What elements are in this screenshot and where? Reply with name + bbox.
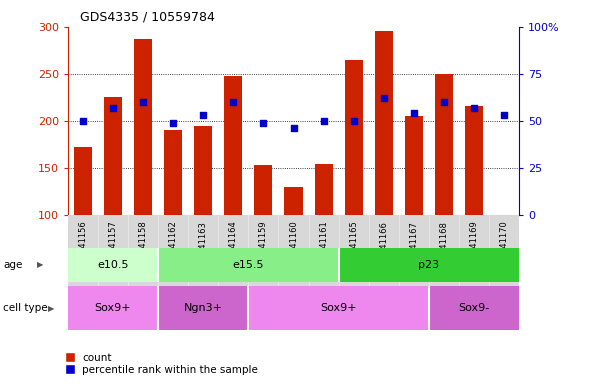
Bar [405, 116, 423, 215]
Bar [224, 76, 242, 215]
Bar [68, 248, 158, 282]
Text: GSM841159: GSM841159 [259, 221, 268, 271]
Bar [465, 106, 483, 215]
Text: e10.5: e10.5 [97, 260, 129, 270]
Bar [284, 187, 303, 215]
Point [319, 118, 328, 124]
Point [258, 120, 268, 126]
Text: p23: p23 [418, 260, 440, 270]
Point [439, 99, 449, 105]
Text: Ngn3+: Ngn3+ [183, 303, 223, 313]
Text: GSM841169: GSM841169 [470, 221, 478, 271]
Point [409, 110, 419, 116]
Text: GSM841157: GSM841157 [109, 221, 117, 271]
Text: GSM841158: GSM841158 [139, 221, 148, 271]
Bar [74, 147, 92, 215]
Point [379, 95, 388, 101]
Text: GSM841167: GSM841167 [409, 221, 418, 271]
Text: e15.5: e15.5 [232, 260, 264, 270]
Point [289, 126, 298, 132]
Text: GSM841166: GSM841166 [379, 221, 388, 271]
Text: GSM841162: GSM841162 [169, 221, 178, 271]
Bar [314, 164, 333, 215]
Text: GSM841161: GSM841161 [319, 221, 328, 271]
Point [499, 112, 509, 118]
Bar [158, 286, 248, 330]
Bar [345, 60, 363, 215]
Text: ▶: ▶ [48, 304, 55, 313]
Text: Sox9-: Sox9- [458, 303, 490, 313]
Bar [429, 286, 519, 330]
Point [470, 105, 479, 111]
Text: GSM841168: GSM841168 [440, 221, 448, 271]
Bar [248, 286, 429, 330]
Legend: count, percentile rank within the sample: count, percentile rank within the sample [61, 348, 262, 379]
Point [169, 120, 178, 126]
Point [228, 99, 238, 105]
Point [109, 105, 118, 111]
Bar [435, 74, 453, 215]
Point [198, 112, 208, 118]
Bar [194, 126, 212, 215]
Text: GSM841170: GSM841170 [500, 221, 509, 271]
Point [78, 118, 88, 124]
Bar [375, 31, 393, 215]
Point [138, 99, 148, 105]
Bar [158, 248, 339, 282]
Text: GSM841160: GSM841160 [289, 221, 298, 271]
Bar [104, 98, 122, 215]
Text: Sox9+: Sox9+ [320, 303, 357, 313]
Text: Sox9+: Sox9+ [94, 303, 132, 313]
Point [349, 118, 359, 124]
Text: GSM841165: GSM841165 [349, 221, 358, 271]
Text: GSM841164: GSM841164 [229, 221, 238, 271]
Text: GSM841163: GSM841163 [199, 221, 208, 271]
Bar [254, 165, 273, 215]
Text: GDS4335 / 10559784: GDS4335 / 10559784 [80, 10, 215, 23]
Bar [339, 248, 519, 282]
Text: cell type: cell type [3, 303, 48, 313]
Text: GSM841156: GSM841156 [78, 221, 87, 271]
Text: age: age [3, 260, 22, 270]
Text: ▶: ▶ [37, 260, 43, 270]
Bar [134, 39, 152, 215]
Bar [68, 286, 158, 330]
Bar [164, 131, 182, 215]
